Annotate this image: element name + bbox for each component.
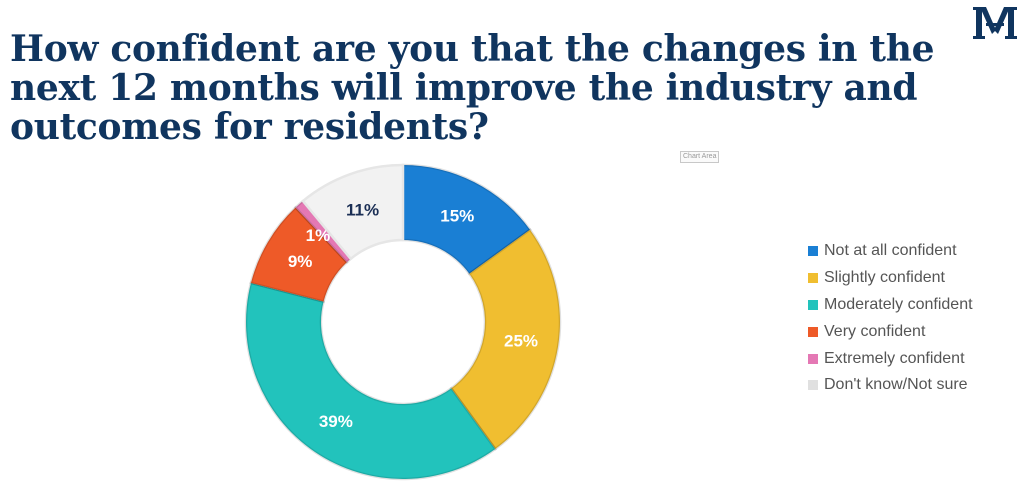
legend-swatch — [808, 273, 818, 284]
slice-don-t-know-not-sure[interactable] — [301, 163, 405, 261]
data-label-slightly-confident: 25% — [504, 332, 538, 351]
legend-item-very-confident[interactable]: Very confident — [808, 318, 973, 345]
legend-label: Extremely confident — [824, 349, 965, 367]
legend-swatch — [808, 246, 818, 257]
legend-swatch — [808, 353, 818, 364]
legend-item-moderately-confident[interactable]: Moderately confident — [808, 292, 973, 319]
legend-label: Moderately confident — [824, 295, 973, 313]
legend-label: Don't know/Not sure — [824, 376, 968, 394]
chart-area-tooltip: Chart Area — [680, 151, 720, 163]
legend-swatch — [808, 299, 818, 310]
slice-very-confident[interactable] — [249, 205, 349, 304]
legend-label: Very confident — [824, 322, 926, 340]
legend-swatch — [808, 326, 818, 337]
slice-slightly-confident[interactable] — [449, 227, 562, 451]
data-label-moderately-confident: 39% — [319, 412, 353, 431]
slice-moderately-confident[interactable] — [244, 281, 498, 481]
legend-item-don-t-know-not-sure[interactable]: Don't know/Not sure — [808, 372, 973, 399]
legend-label: Not at all confident — [824, 242, 957, 260]
data-label-extremely-confident: 1% — [306, 226, 331, 245]
legend-item-extremely-confident[interactable]: Extremely confident — [808, 345, 973, 372]
slice-not-at-all-confident[interactable] — [401, 163, 532, 276]
data-label-very-confident: 9% — [288, 252, 313, 271]
legend-swatch — [808, 380, 818, 391]
legend-label: Slightly confident — [824, 269, 945, 287]
data-label-not-at-all-confident: 15% — [440, 207, 474, 226]
legend-item-slightly-confident[interactable]: Slightly confident — [808, 265, 973, 292]
chart-title: How confident are you that the changes i… — [10, 28, 935, 148]
data-label-don-t-know-not-sure: 11% — [346, 201, 379, 220]
legend-item-not-at-all-confident[interactable]: Not at all confident — [808, 238, 973, 265]
chart-legend: Not at all confident Slightly confident Mo… — [808, 238, 973, 399]
monogram-logo-icon — [973, 7, 1017, 39]
